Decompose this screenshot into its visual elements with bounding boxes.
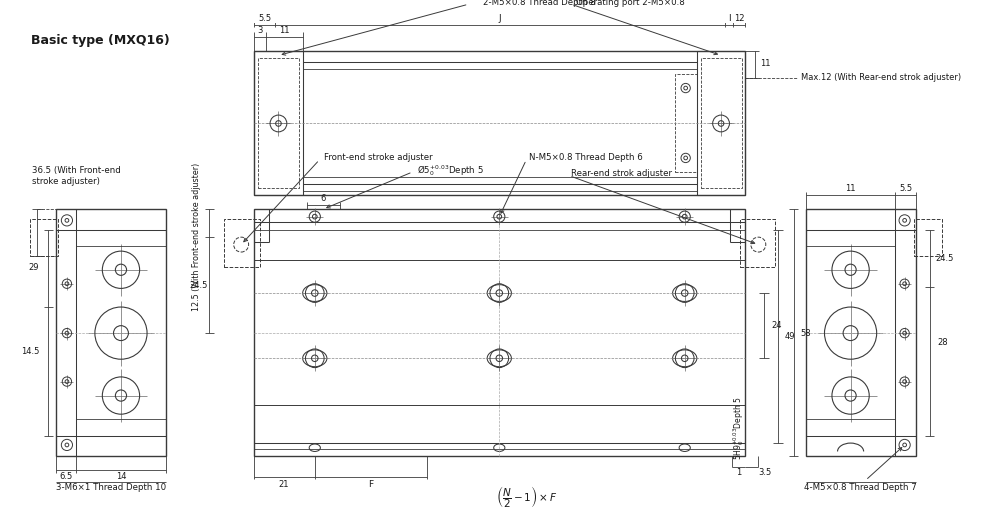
Bar: [55, 209, 166, 456]
Text: 24.5: 24.5: [936, 254, 954, 263]
Text: 29: 29: [28, 263, 39, 272]
Bar: [254, 51, 745, 195]
Text: 5H9$^{+0.03}_{0}$Depth 5: 5H9$^{+0.03}_{0}$Depth 5: [731, 396, 746, 460]
Text: 3-M6×1 Thread Depth 10: 3-M6×1 Thread Depth 10: [55, 483, 166, 493]
Text: Front-end stroke adjuster: Front-end stroke adjuster: [324, 154, 433, 162]
Text: 12.5 (With Front-end stroke adjuster): 12.5 (With Front-end stroke adjuster): [192, 163, 201, 311]
Bar: [254, 51, 303, 195]
Text: 1: 1: [736, 468, 741, 477]
Text: 3: 3: [257, 26, 263, 35]
Text: F: F: [369, 480, 374, 488]
Text: 14.5: 14.5: [20, 347, 39, 356]
Text: 36.5 (With Front-end
stroke adjuster): 36.5 (With Front-end stroke adjuster): [32, 166, 121, 186]
Text: I: I: [728, 14, 731, 23]
Text: 11: 11: [760, 59, 771, 68]
Text: Basic type (MXQ16): Basic type (MXQ16): [30, 34, 169, 47]
Text: N-M5×0.8 Thread Depth 6: N-M5×0.8 Thread Depth 6: [529, 154, 642, 162]
Text: Operating port 2-M5×0.8: Operating port 2-M5×0.8: [576, 0, 685, 7]
Text: Ø5$^{+0.03}_{0}$Depth 5: Ø5$^{+0.03}_{0}$Depth 5: [417, 163, 484, 178]
Text: 11: 11: [845, 184, 856, 193]
Text: 5.5: 5.5: [258, 14, 271, 23]
Bar: [806, 209, 915, 456]
Text: 58: 58: [801, 329, 812, 337]
Text: 14: 14: [116, 472, 126, 481]
Bar: [676, 74, 697, 172]
Text: 11: 11: [279, 26, 289, 35]
Text: 5.5: 5.5: [899, 184, 912, 193]
Text: 6: 6: [320, 194, 326, 203]
Bar: [697, 51, 745, 195]
Text: 21: 21: [279, 480, 289, 488]
Text: 12: 12: [734, 14, 745, 23]
Text: Rear-end strok adjuster: Rear-end strok adjuster: [571, 169, 672, 178]
Bar: [740, 219, 775, 267]
Text: 6.5: 6.5: [59, 472, 73, 481]
Bar: [701, 58, 741, 188]
Bar: [225, 219, 260, 267]
Text: Max.12 (With Rear-end strok adjuster): Max.12 (With Rear-end strok adjuster): [802, 73, 962, 82]
Bar: [254, 209, 745, 456]
Bar: [258, 58, 299, 188]
Text: 4-M5×0.8 Thread Depth 7: 4-M5×0.8 Thread Depth 7: [805, 483, 917, 493]
Bar: [29, 219, 57, 256]
Text: 2-M5×0.8 Thread Depth 8: 2-M5×0.8 Thread Depth 8: [482, 0, 595, 7]
Text: 28: 28: [938, 338, 949, 347]
Text: 24.5: 24.5: [189, 281, 207, 290]
Text: $\left(\dfrac{N}{2}-1\right)\times F$: $\left(\dfrac{N}{2}-1\right)\times F$: [496, 484, 558, 510]
Text: J: J: [498, 14, 500, 23]
Bar: [914, 219, 942, 256]
Text: 3.5: 3.5: [758, 468, 771, 477]
Text: 49: 49: [784, 332, 796, 342]
Text: 24: 24: [771, 321, 782, 330]
